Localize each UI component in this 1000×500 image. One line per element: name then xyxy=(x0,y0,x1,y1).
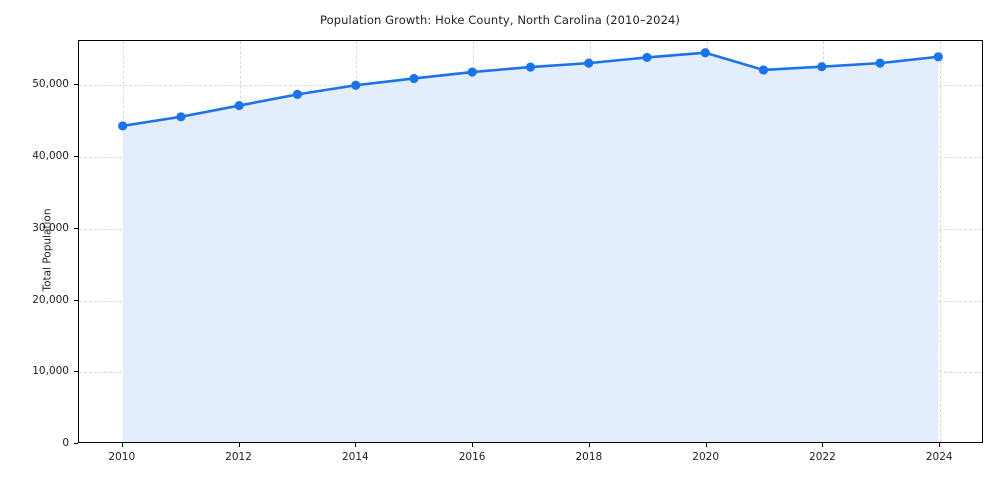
plot-area xyxy=(78,40,983,443)
data-point-marker xyxy=(467,67,477,77)
data-point-marker xyxy=(176,112,186,122)
y-tick-label: 10,000 xyxy=(32,365,69,378)
y-tick-label: 40,000 xyxy=(32,150,69,163)
x-tick-label: 2010 xyxy=(108,451,136,463)
x-tick-label: 2024 xyxy=(925,451,953,463)
data-point-marker xyxy=(817,62,827,72)
x-tick-mark xyxy=(472,443,474,447)
x-tick-mark xyxy=(705,443,707,447)
chart-title: Population Growth: Hoke County, North Ca… xyxy=(319,13,680,27)
y-tick-label: 30,000 xyxy=(32,221,69,234)
data-point-marker xyxy=(234,100,244,111)
x-tick-mark xyxy=(939,443,941,447)
data-point-marker xyxy=(292,89,303,99)
x-tick-mark xyxy=(588,443,590,447)
data-point-marker xyxy=(700,48,710,58)
data-point-marker xyxy=(351,80,361,90)
data-point-marker xyxy=(409,73,419,84)
x-tick-label: 2012 xyxy=(225,451,252,463)
data-point-marker xyxy=(875,58,885,68)
x-tick-mark xyxy=(355,443,357,447)
data-point-marker xyxy=(758,65,769,75)
x-tick-mark xyxy=(238,443,240,447)
x-tick-label: 2018 xyxy=(575,451,603,463)
x-tick-label: 2020 xyxy=(692,451,720,463)
gridline-vertical xyxy=(940,41,942,442)
data-point-marker xyxy=(642,52,652,62)
data-point-marker xyxy=(525,62,536,72)
population-area-series xyxy=(118,48,943,442)
x-tick-label: 2014 xyxy=(341,451,369,463)
y-tick-mark xyxy=(74,443,78,444)
y-tick-label: 0 xyxy=(62,437,69,449)
x-tick-mark xyxy=(121,443,123,447)
data-point-marker xyxy=(584,58,594,68)
y-tick-label: 50,000 xyxy=(32,78,69,91)
y-tick-label: 20,000 xyxy=(32,293,69,306)
area-fill xyxy=(122,52,939,442)
data-point-marker xyxy=(933,52,943,62)
x-tick-label: 2022 xyxy=(809,451,836,463)
data-point-marker xyxy=(118,121,128,131)
x-tick-mark xyxy=(822,443,824,447)
x-tick-label: 2016 xyxy=(458,451,486,463)
y-axis-label: Total Population xyxy=(41,208,54,292)
